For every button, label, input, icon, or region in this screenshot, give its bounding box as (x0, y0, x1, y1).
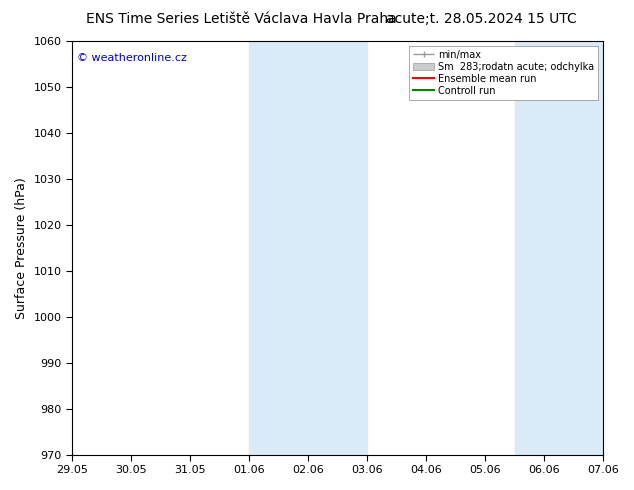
Text: © weatheronline.cz: © weatheronline.cz (77, 53, 187, 64)
Y-axis label: Surface Pressure (hPa): Surface Pressure (hPa) (15, 177, 28, 318)
Bar (515, 41, 603, 455)
Bar (249, 41, 367, 455)
Text: ENS Time Series Letiště Václava Havla Praha: ENS Time Series Letiště Václava Havla Pr… (86, 12, 396, 26)
Text: acute;t. 28.05.2024 15 UTC: acute;t. 28.05.2024 15 UTC (387, 12, 577, 26)
Legend: min/max, Sm  283;rodatn acute; odchylka, Ensemble mean run, Controll run: min/max, Sm 283;rodatn acute; odchylka, … (409, 46, 598, 99)
